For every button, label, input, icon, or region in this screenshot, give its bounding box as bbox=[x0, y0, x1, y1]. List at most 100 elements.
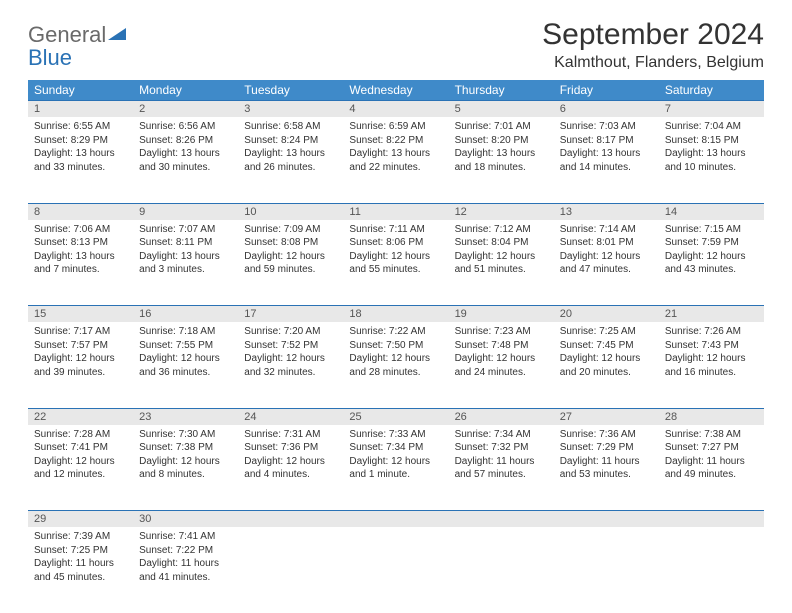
day-content: Sunrise: 7:22 AM Sunset: 7:50 PM Daylight:… bbox=[343, 322, 448, 385]
day-number: 2 bbox=[133, 101, 238, 118]
sunset: Sunset: 8:15 PM bbox=[665, 135, 739, 146]
daylight: Daylight: 12 hours and 51 minutes. bbox=[455, 251, 536, 276]
sunrise: Sunrise: 6:58 AM bbox=[244, 121, 320, 132]
day-content: Sunrise: 7:39 AMSunset: 7:25 PMDaylight:… bbox=[28, 527, 133, 590]
sunrise: Sunrise: 7:26 AM bbox=[665, 326, 741, 337]
sunrise: Sunrise: 7:14 AM bbox=[560, 224, 636, 235]
daylight: Daylight: 12 hours and 24 minutes. bbox=[455, 353, 536, 378]
column-header: Wednesday bbox=[343, 80, 448, 101]
day-content: Sunrise: 7:33 AM Sunset: 7:34 PM Daylight:… bbox=[343, 425, 448, 488]
sunset: Sunset: 7:36 PM bbox=[244, 442, 318, 453]
daylight: Daylight: 13 hours and 26 minutes. bbox=[244, 148, 325, 173]
sunset: Sunset: 8:04 PM bbox=[455, 237, 529, 248]
day-content: Sunrise: 6:56 AMSunset: 8:26 PMDaylight:… bbox=[133, 117, 238, 180]
day-content: Sunrise: 7:25 AMSunset: 7:45 PMDaylight:… bbox=[554, 322, 659, 385]
sunrise: Sunrise: 7:38 AM bbox=[665, 429, 741, 440]
sunset: Sunset: 8:17 PM bbox=[560, 135, 634, 146]
sunset: Sunset: 7:27 PM bbox=[665, 442, 739, 453]
day-number: 25 bbox=[343, 408, 448, 425]
sunset: Sunset: 8:20 PM bbox=[455, 135, 529, 146]
daylight: Daylight: 11 hours and 45 minutes. bbox=[34, 558, 114, 583]
sunset: Sunset: 7:50 PM bbox=[349, 340, 423, 351]
daylight: Daylight: 12 hours and 1 minute. bbox=[349, 456, 430, 481]
daylight: Daylight: 11 hours and 53 minutes. bbox=[560, 456, 640, 481]
week-row: Sunrise: 6:55 AM Sunset: 8:29 PM Daylight:… bbox=[28, 117, 764, 203]
day-number bbox=[449, 511, 554, 528]
day-number: 17 bbox=[238, 306, 343, 323]
sunset: Sunset: 7:34 PM bbox=[349, 442, 423, 453]
day-content: Sunrise: 7:26 AMSunset: 7:43 PMDaylight:… bbox=[659, 322, 764, 385]
daylight: Daylight: 12 hours and 16 minutes. bbox=[665, 353, 746, 378]
day-content: Sunrise: 7:17 AMSunset: 7:57 PMDaylight:… bbox=[28, 322, 133, 385]
daylight: Daylight: 12 hours and 47 minutes. bbox=[560, 251, 641, 276]
daylight: Daylight: 12 hours and 59 minutes. bbox=[244, 251, 325, 276]
day-cell: Sunrise: 7:30 AMSunset: 7:38 PMDaylight:… bbox=[133, 425, 238, 511]
day-content: Sunrise: 6:58 AMSunset: 8:24 PMDaylight:… bbox=[238, 117, 343, 180]
day-cell: Sunrise: 7:06 AMSunset: 8:13 PMDaylight:… bbox=[28, 220, 133, 306]
day-number: 7 bbox=[659, 101, 764, 118]
sunset: Sunset: 8:26 PM bbox=[139, 135, 213, 146]
day-number: 30 bbox=[133, 511, 238, 528]
daylight: Daylight: 13 hours and 30 minutes. bbox=[139, 148, 220, 173]
day-content: Sunrise: 7:11 AM Sunset: 8:06 PM Daylight:… bbox=[343, 220, 448, 283]
day-cell: Sunrise: 7:25 AMSunset: 7:45 PMDaylight:… bbox=[554, 322, 659, 408]
day-cell: Sunrise: 7:41 AMSunset: 7:22 PMDaylight:… bbox=[133, 527, 238, 613]
daylight: Daylight: 13 hours and 3 minutes. bbox=[139, 251, 220, 276]
header: General Blue September 2024 Kalmthout, F… bbox=[28, 18, 764, 72]
day-cell: Sunrise: 6:55 AMSunset: 8:29 PMDaylight:… bbox=[28, 117, 133, 203]
sunset: Sunset: 8:22 PM bbox=[349, 135, 423, 146]
daylight: Daylight: 12 hours and 55 minutes. bbox=[349, 251, 430, 276]
daynum-row: 22232425262728 bbox=[28, 408, 764, 425]
sunrise: Sunrise: 7:22 AM bbox=[349, 326, 425, 337]
sunrise: Sunrise: 7:25 AM bbox=[560, 326, 636, 337]
day-number: 11 bbox=[343, 203, 448, 220]
day-cell: Sunrise: 6:59 AMSunset: 8:22 PMDaylight:… bbox=[343, 117, 448, 203]
day-number: 9 bbox=[133, 203, 238, 220]
logo-text: General Blue bbox=[28, 24, 126, 70]
sunset: Sunset: 8:11 PM bbox=[139, 237, 212, 248]
day-number: 27 bbox=[554, 408, 659, 425]
daylight: Daylight: 12 hours and 28 minutes. bbox=[349, 353, 430, 378]
sunrise: Sunrise: 7:17 AM bbox=[34, 326, 110, 337]
sunset: Sunset: 8:06 PM bbox=[349, 237, 423, 248]
week-row: Sunrise: 7:39 AMSunset: 7:25 PMDaylight:… bbox=[28, 527, 764, 613]
sunrise: Sunrise: 7:12 AM bbox=[455, 224, 531, 235]
sunrise: Sunrise: 7:33 AM bbox=[349, 429, 425, 440]
day-cell: Sunrise: 7:04 AMSunset: 8:15 PMDaylight:… bbox=[659, 117, 764, 203]
day-cell: Sunrise: 7:09 AMSunset: 8:08 PMDaylight:… bbox=[238, 220, 343, 306]
day-number: 16 bbox=[133, 306, 238, 323]
logo-triangle-icon bbox=[108, 26, 126, 45]
sunrise: Sunrise: 7:28 AM bbox=[34, 429, 110, 440]
daylight: Daylight: 12 hours and 8 minutes. bbox=[139, 456, 220, 481]
day-content: Sunrise: 7:20 AMSunset: 7:52 PMDaylight:… bbox=[238, 322, 343, 385]
column-header: Thursday bbox=[449, 80, 554, 101]
day-number: 21 bbox=[659, 306, 764, 323]
day-cell: Sunrise: 7:28 AMSunset: 7:41 PMDaylight:… bbox=[28, 425, 133, 511]
calendar-header: SundayMondayTuesdayWednesdayThursdayFrid… bbox=[28, 80, 764, 101]
sunset: Sunset: 7:55 PM bbox=[139, 340, 213, 351]
title-block: September 2024 Kalmthout, Flanders, Belg… bbox=[542, 18, 764, 72]
day-cell: Sunrise: 7:38 AMSunset: 7:27 PMDaylight:… bbox=[659, 425, 764, 511]
day-number: 10 bbox=[238, 203, 343, 220]
day-number: 12 bbox=[449, 203, 554, 220]
week-row: Sunrise: 7:17 AMSunset: 7:57 PMDaylight:… bbox=[28, 322, 764, 408]
day-number: 22 bbox=[28, 408, 133, 425]
sunset: Sunset: 7:22 PM bbox=[139, 545, 213, 556]
sunrise: Sunrise: 6:55 AM bbox=[34, 121, 110, 132]
sunset: Sunset: 8:29 PM bbox=[34, 135, 108, 146]
sunset: Sunset: 7:48 PM bbox=[455, 340, 529, 351]
sunrise: Sunrise: 7:01 AM bbox=[455, 121, 531, 132]
day-cell: Sunrise: 7:36 AMSunset: 7:29 PMDaylight:… bbox=[554, 425, 659, 511]
column-header: Saturday bbox=[659, 80, 764, 101]
sunrise: Sunrise: 7:11 AM bbox=[349, 224, 424, 235]
logo-word-2: Blue bbox=[28, 45, 72, 70]
daynum-row: 2930 bbox=[28, 511, 764, 528]
day-cell: Sunrise: 7:11 AM Sunset: 8:06 PM Daylight:… bbox=[343, 220, 448, 306]
sunrise: Sunrise: 7:34 AM bbox=[455, 429, 531, 440]
day-cell bbox=[238, 527, 343, 613]
sunrise: Sunrise: 7:39 AM bbox=[34, 531, 110, 542]
sunset: Sunset: 7:52 PM bbox=[244, 340, 318, 351]
sunrise: Sunrise: 7:09 AM bbox=[244, 224, 320, 235]
day-content: Sunrise: 6:59 AMSunset: 8:22 PMDaylight:… bbox=[343, 117, 448, 180]
day-content: Sunrise: 7:38 AMSunset: 7:27 PMDaylight:… bbox=[659, 425, 764, 488]
